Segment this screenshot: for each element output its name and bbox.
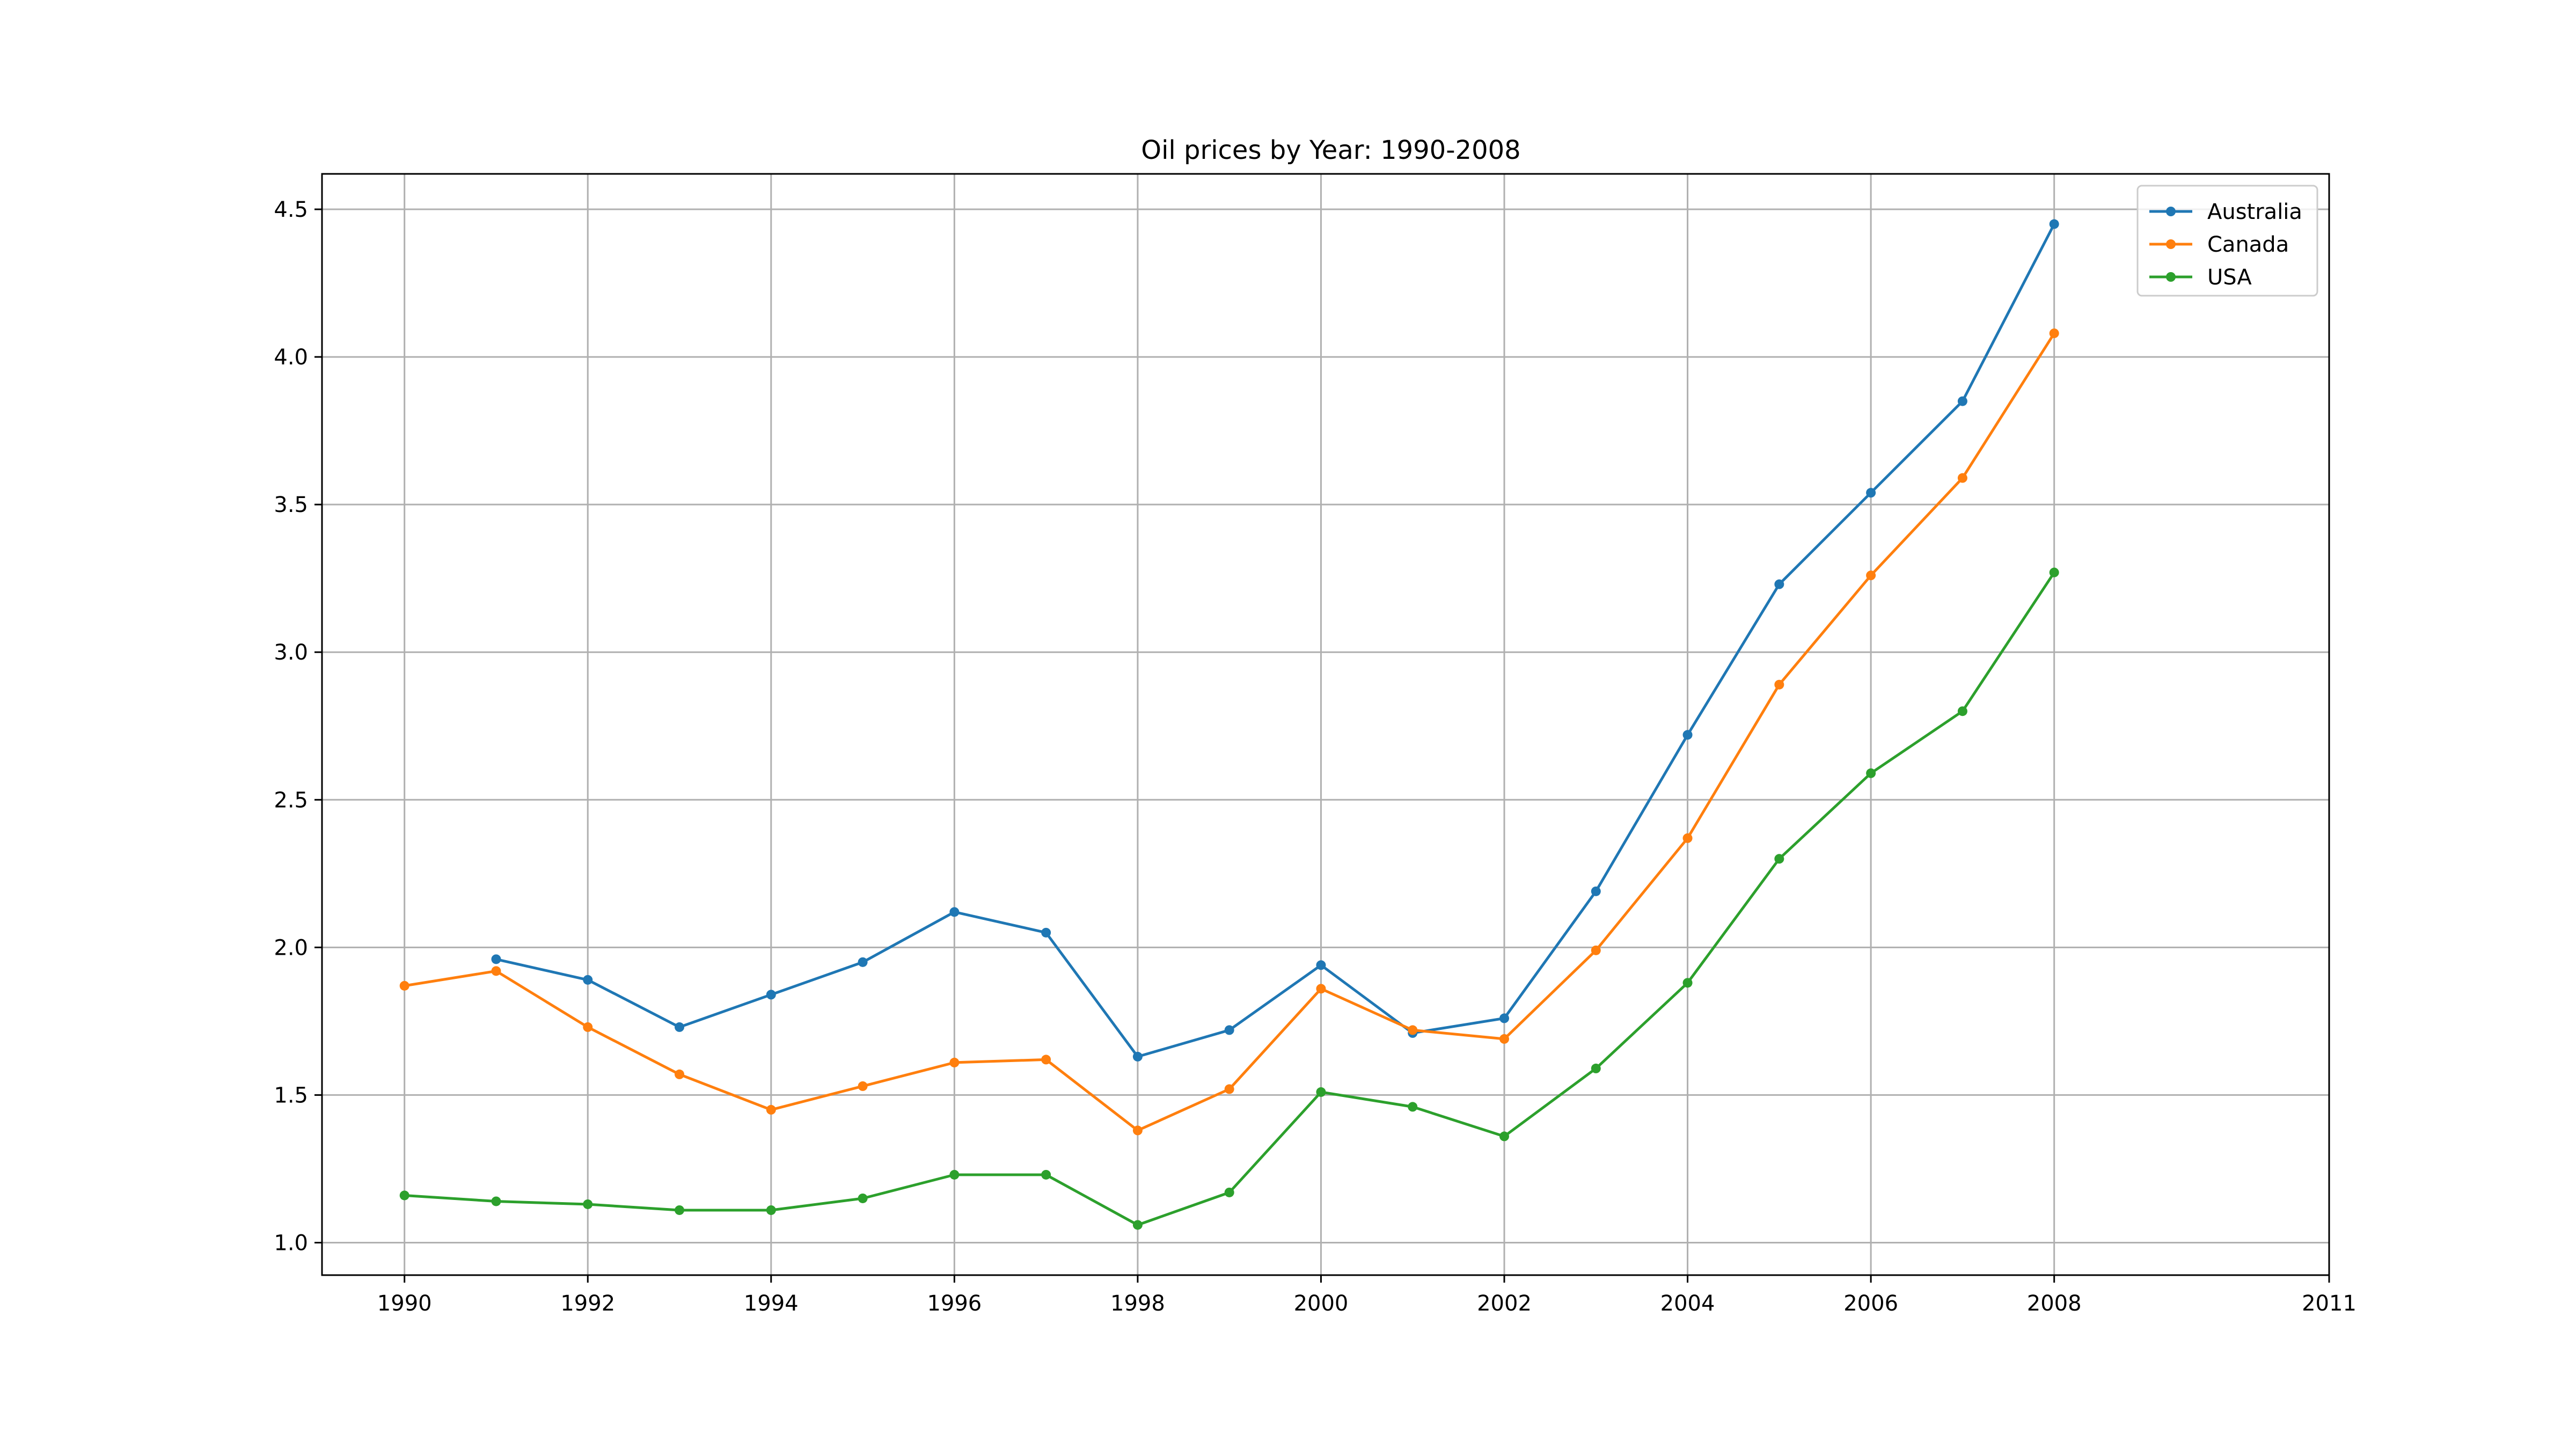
data-point-canada bbox=[949, 1057, 960, 1067]
data-point-usa bbox=[1041, 1169, 1051, 1180]
chart-title: Oil prices by Year: 1990-2008 bbox=[1141, 135, 1520, 165]
data-point-australia bbox=[766, 990, 776, 1000]
data-point-canada bbox=[675, 1069, 685, 1079]
data-point-australia bbox=[675, 1022, 685, 1032]
data-point-australia bbox=[1682, 730, 1693, 740]
data-point-australia bbox=[1316, 960, 1326, 970]
data-point-australia bbox=[491, 954, 501, 964]
axis-ticks: 1990 1992 1994 1996 1998 2000 2002 2004 2006 2008… bbox=[274, 197, 2357, 1316]
data-point-usa bbox=[1682, 978, 1693, 988]
x-tick-label: 1992 bbox=[560, 1291, 615, 1316]
legend-marker bbox=[2166, 207, 2176, 216]
data-point-usa bbox=[1774, 854, 1784, 864]
x-tick-label: 2006 bbox=[1843, 1291, 1898, 1316]
legend: Australia Canada USA bbox=[2136, 185, 2318, 297]
data-point-australia bbox=[1774, 579, 1784, 589]
y-tick-label: 1.5 bbox=[274, 1083, 308, 1108]
data-point-canada bbox=[583, 1022, 593, 1032]
legend-box bbox=[2136, 185, 2318, 297]
data-point-usa bbox=[1499, 1131, 1510, 1141]
data-point-canada bbox=[491, 966, 501, 976]
data-point-australia bbox=[1591, 886, 1601, 896]
data-point-usa bbox=[583, 1199, 593, 1209]
data-point-australia bbox=[949, 907, 960, 917]
series-line-australia bbox=[495, 223, 2055, 1058]
data-point-canada bbox=[1591, 945, 1601, 955]
data-point-canada bbox=[1041, 1055, 1051, 1065]
x-tick-label: 2011 bbox=[2302, 1291, 2357, 1316]
y-tick-label: 1.0 bbox=[274, 1231, 308, 1255]
data-point-usa bbox=[491, 1196, 501, 1206]
data-point-usa bbox=[675, 1205, 685, 1215]
series-lines bbox=[399, 219, 2059, 1230]
plot-frame bbox=[321, 173, 2330, 1276]
x-tick-label: 2002 bbox=[1477, 1291, 1532, 1316]
data-point-usa bbox=[949, 1169, 960, 1180]
data-point-canada bbox=[1957, 473, 1967, 483]
data-point-canada bbox=[1408, 1025, 1418, 1035]
data-point-australia bbox=[1041, 927, 1051, 938]
legend-marker bbox=[2166, 239, 2176, 249]
data-point-usa bbox=[1591, 1063, 1601, 1073]
data-point-canada bbox=[1499, 1034, 1510, 1044]
x-tick-label: 1996 bbox=[927, 1291, 982, 1316]
data-point-canada bbox=[858, 1081, 868, 1091]
x-tick-label: 1998 bbox=[1110, 1291, 1165, 1316]
y-tick-label: 3.5 bbox=[274, 493, 308, 517]
data-point-canada bbox=[1316, 984, 1326, 994]
x-tick-label: 1994 bbox=[744, 1291, 799, 1316]
data-point-usa bbox=[858, 1193, 868, 1203]
data-point-australia bbox=[1866, 488, 1876, 498]
data-point-canada bbox=[2049, 328, 2059, 339]
data-point-usa bbox=[1957, 706, 1967, 716]
y-tick-label: 3.0 bbox=[274, 640, 308, 665]
data-point-canada bbox=[1682, 833, 1693, 843]
data-point-australia bbox=[2049, 219, 2059, 229]
x-tick-label: 1990 bbox=[377, 1291, 432, 1316]
data-point-usa bbox=[1316, 1087, 1326, 1097]
data-point-canada bbox=[1224, 1084, 1234, 1094]
data-point-usa bbox=[766, 1205, 776, 1215]
data-point-australia bbox=[1499, 1013, 1510, 1023]
data-point-usa bbox=[1408, 1102, 1418, 1112]
x-tick-label: 2008 bbox=[2027, 1291, 2082, 1316]
data-point-australia bbox=[1132, 1051, 1143, 1062]
data-point-canada bbox=[399, 980, 409, 991]
data-point-australia bbox=[1957, 396, 1967, 406]
data-point-usa bbox=[1224, 1187, 1234, 1197]
data-point-canada bbox=[1774, 679, 1784, 690]
data-point-canada bbox=[1866, 570, 1876, 581]
data-point-usa bbox=[1866, 768, 1876, 778]
data-point-usa bbox=[2049, 567, 2059, 577]
legend-label: USA bbox=[2207, 265, 2252, 290]
y-tick-label: 4.5 bbox=[274, 197, 308, 222]
data-point-australia bbox=[583, 975, 593, 985]
data-point-canada bbox=[766, 1104, 776, 1115]
x-tick-label: 2000 bbox=[1294, 1291, 1349, 1316]
x-tick-label: 2004 bbox=[1660, 1291, 1715, 1316]
data-point-usa bbox=[399, 1190, 409, 1201]
y-tick-label: 2.0 bbox=[274, 935, 308, 960]
legend-marker bbox=[2166, 272, 2176, 282]
data-point-australia bbox=[1224, 1025, 1234, 1035]
data-point-australia bbox=[858, 957, 868, 967]
data-point-canada bbox=[1132, 1125, 1143, 1136]
y-tick-label: 2.5 bbox=[274, 788, 308, 813]
data-point-usa bbox=[1132, 1220, 1143, 1230]
legend-label: Australia bbox=[2207, 200, 2302, 224]
y-tick-label: 4.0 bbox=[274, 345, 308, 370]
legend-label: Canada bbox=[2207, 232, 2289, 257]
